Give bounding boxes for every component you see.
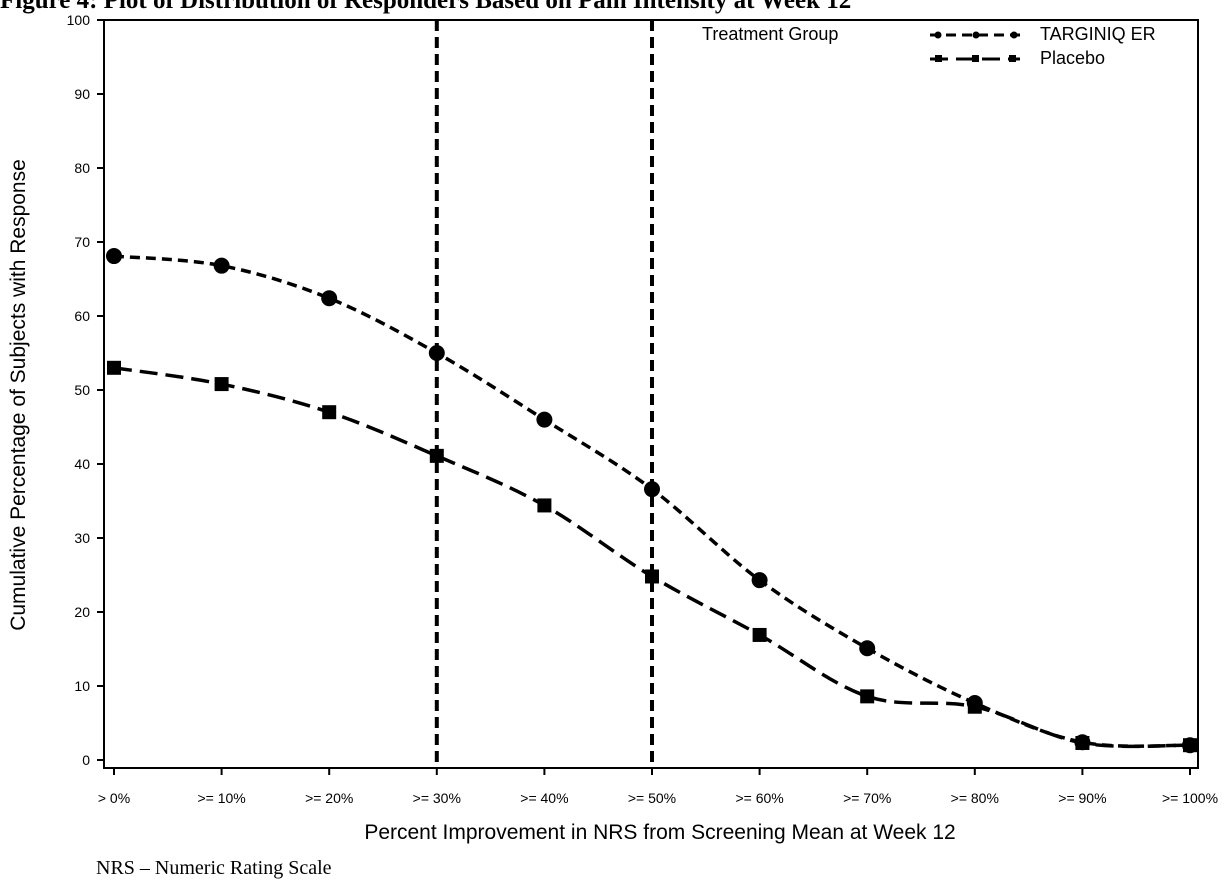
x-tick-label-7: >= 70% xyxy=(843,790,891,806)
y-tick-label-40: 40 xyxy=(74,456,90,472)
data-point-placebo-4 xyxy=(537,498,551,512)
y-axis-ticks: 0 10 20 30 40 50 60 70 80 90 100 xyxy=(67,12,104,768)
data-point-targiniq-er-7 xyxy=(859,640,875,656)
y-tick-label-0: 0 xyxy=(82,752,90,768)
data-point-placebo-3 xyxy=(430,449,444,463)
legend-label-placebo: Placebo xyxy=(1040,48,1105,68)
x-tick-label-4: >= 40% xyxy=(520,790,568,806)
legend-marker-targiniq-2 xyxy=(973,32,980,39)
footnote: NRS – Numeric Rating Scale xyxy=(96,857,332,880)
y-tick-label-100: 100 xyxy=(67,12,91,28)
data-point-placebo-10 xyxy=(1183,738,1197,752)
legend-marker-placebo-1 xyxy=(935,55,942,62)
x-tick-label-2: >= 20% xyxy=(305,790,353,806)
x-axis-ticks: > 0% >= 10% >= 20% >= 30% >= 40% >= 50% >= 60%… xyxy=(98,768,1218,806)
data-point-targiniq-er-2 xyxy=(321,290,337,306)
reference-lines xyxy=(437,20,652,768)
x-axis-label: Percent Improvement in NRS from Screenin… xyxy=(364,821,955,844)
legend-marker-placebo-2 xyxy=(972,55,979,62)
legend-marker-targiniq-3 xyxy=(1011,32,1018,39)
legend: Treatment Group TARGINIQ ER Placebo xyxy=(702,24,1156,68)
legend-label-targiniq: TARGINIQ ER xyxy=(1040,24,1156,44)
x-tick-label-9: >= 90% xyxy=(1058,790,1106,806)
legend-entry-targiniq: TARGINIQ ER xyxy=(930,24,1156,44)
y-tick-label-70: 70 xyxy=(74,234,90,250)
data-point-placebo-9 xyxy=(1075,736,1089,750)
legend-title: Treatment Group xyxy=(702,24,838,44)
legend-marker-targiniq-1 xyxy=(935,32,942,39)
y-tick-label-20: 20 xyxy=(74,604,90,620)
x-tick-label-10: >= 100% xyxy=(1162,790,1218,806)
y-axis-label: Cumulative Percentage of Subjects with R… xyxy=(7,159,30,631)
x-tick-label-3: >= 30% xyxy=(413,790,461,806)
y-tick-label-30: 30 xyxy=(74,530,90,546)
x-tick-label-1: >= 10% xyxy=(197,790,245,806)
y-tick-label-90: 90 xyxy=(74,86,90,102)
data-point-targiniq-er-5 xyxy=(644,481,660,497)
x-tick-label-8: >= 80% xyxy=(951,790,999,806)
legend-marker-placebo-3 xyxy=(1009,55,1016,62)
data-point-placebo-7 xyxy=(860,689,874,703)
y-tick-label-10: 10 xyxy=(74,678,90,694)
x-tick-label-5: >= 50% xyxy=(628,790,676,806)
data-point-placebo-5 xyxy=(645,569,659,583)
y-tick-label-80: 80 xyxy=(74,160,90,176)
data-point-placebo-8 xyxy=(968,700,982,714)
x-tick-label-6: >= 60% xyxy=(735,790,783,806)
legend-entry-placebo: Placebo xyxy=(930,48,1105,68)
data-point-placebo-0 xyxy=(107,361,121,375)
data-point-targiniq-er-4 xyxy=(536,412,552,428)
data-point-targiniq-er-3 xyxy=(429,345,445,361)
data-point-placebo-1 xyxy=(215,377,229,391)
y-tick-label-50: 50 xyxy=(74,382,90,398)
x-tick-label-0: > 0% xyxy=(98,790,130,806)
data-point-placebo-6 xyxy=(753,628,767,642)
data-point-placebo-2 xyxy=(322,405,336,419)
y-tick-label-60: 60 xyxy=(74,308,90,324)
data-point-targiniq-er-0 xyxy=(106,248,122,264)
data-point-targiniq-er-6 xyxy=(752,572,768,588)
data-point-targiniq-er-1 xyxy=(214,258,230,274)
